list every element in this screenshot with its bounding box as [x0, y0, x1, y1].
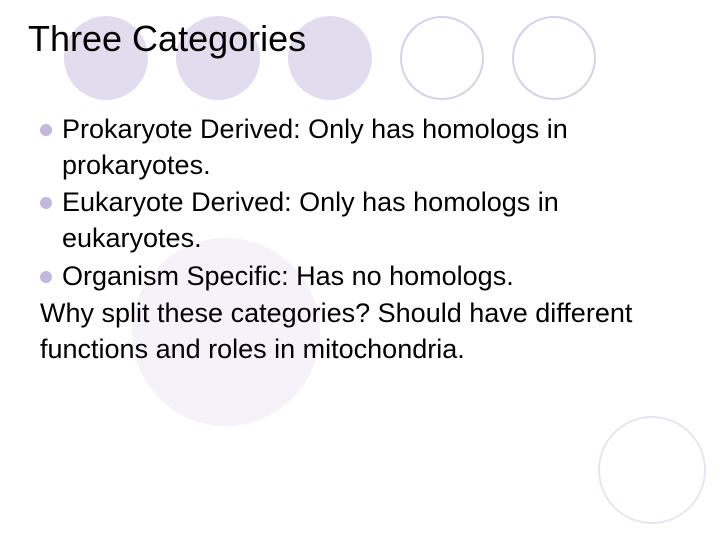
bullet-icon	[40, 124, 52, 136]
decorative-circle	[512, 16, 596, 100]
bullet-icon	[40, 271, 52, 283]
bullet-icon	[40, 197, 52, 209]
bullet-item: Eukaryote Derived: Only has homologs in …	[40, 185, 680, 256]
closing-text: Why split these categories? Should have …	[40, 296, 680, 367]
decorative-circle	[598, 416, 706, 524]
bullet-text: Prokaryote Derived: Only has homologs in…	[62, 112, 680, 183]
slide-body: Prokaryote Derived: Only has homologs in…	[40, 112, 680, 367]
slide: { "title": "Three Categories", "bullets"…	[0, 0, 720, 540]
slide-title: Three Categories	[28, 18, 306, 60]
bullet-item: Prokaryote Derived: Only has homologs in…	[40, 112, 680, 183]
decorative-circle	[400, 16, 484, 100]
bullet-item: Organism Specific: Has no homologs.	[40, 259, 680, 295]
bullet-text: Organism Specific: Has no homologs.	[62, 259, 680, 295]
bullet-text: Eukaryote Derived: Only has homologs in …	[62, 185, 680, 256]
